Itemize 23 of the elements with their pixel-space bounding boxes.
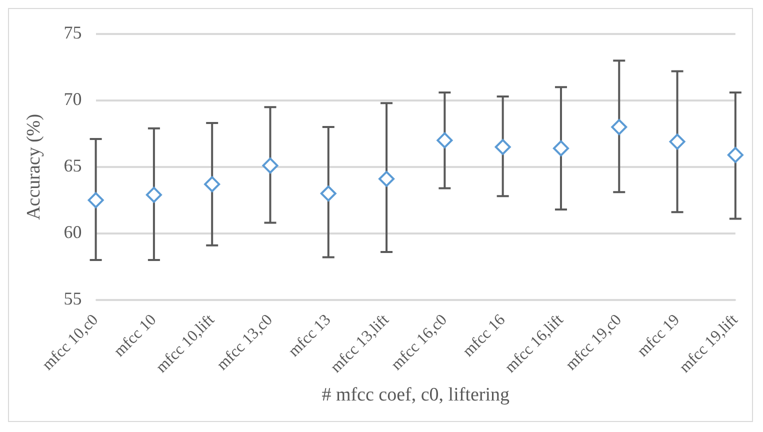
point — [436, 132, 453, 148]
y-tick-label: 60 — [64, 222, 82, 242]
point — [262, 158, 278, 174]
point — [611, 119, 628, 136]
x-tick-label: mfcc 13 — [285, 311, 334, 360]
y-tick-label: 70 — [64, 89, 82, 110]
point — [669, 134, 686, 150]
point — [727, 146, 744, 163]
y-tick-label: 75 — [64, 22, 82, 43]
point — [146, 186, 162, 203]
y-axis-title: Accuracy (%) — [23, 114, 44, 220]
point — [204, 176, 220, 192]
point — [88, 192, 104, 208]
x-tick-label: mfcc 16 — [460, 311, 509, 360]
point — [320, 186, 336, 202]
point — [494, 138, 511, 155]
x-tick-label: mfcc 19 — [634, 311, 684, 360]
y-tick-label: 65 — [64, 156, 82, 176]
x-tick-label: mfcc 10 — [110, 311, 160, 360]
x-axis-title: # mfcc coef, c0, liftering — [322, 384, 510, 406]
point — [552, 140, 569, 156]
point — [378, 170, 395, 187]
y-tick-label: 55 — [64, 288, 82, 309]
